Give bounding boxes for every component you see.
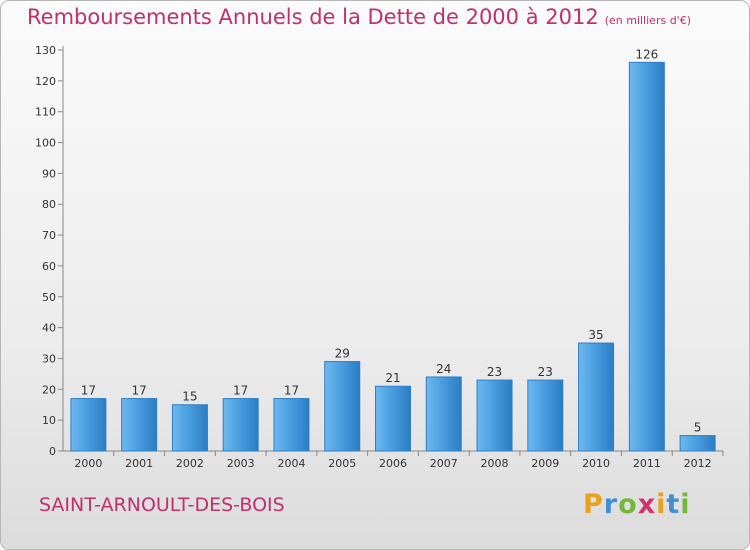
x-tick-label: 2012: [684, 457, 712, 470]
x-tick-label: 2008: [481, 457, 509, 470]
bar: [70, 398, 107, 452]
y-tick-label: 130: [35, 44, 56, 57]
bar: [679, 435, 716, 452]
axes: 0 10 20 30 40 50 60 70 80 90 100 110 120 130 2000 2001 2…: [35, 44, 724, 470]
logo-letter: o: [618, 489, 638, 520]
bar-value-label: 126: [635, 47, 658, 61]
x-tick-label: 2009: [531, 457, 559, 470]
y-tick-label: 60: [42, 260, 56, 273]
chart-title: Remboursements Annuels de la Dette de 20…: [27, 5, 691, 29]
x-tick-label: 2007: [430, 457, 458, 470]
bars: [70, 61, 716, 452]
bar-value-label: 23: [538, 365, 553, 379]
bar-value-label: 17: [233, 384, 248, 398]
proxiti-logo: Proxiti: [583, 489, 691, 520]
x-tick-label: 2002: [176, 457, 204, 470]
bar: [222, 398, 259, 452]
x-tick-label: 2011: [633, 457, 661, 470]
chart-unit: (en milliers d'€): [604, 14, 691, 27]
logo-letter: x: [637, 489, 657, 520]
bar-value-label: 17: [284, 384, 299, 398]
chart-title-text: Remboursements Annuels de la Dette de 20…: [27, 5, 599, 29]
bar-value-label: 21: [385, 371, 400, 385]
bar-value-label: 24: [436, 362, 451, 376]
x-tick-label: 2004: [277, 457, 305, 470]
x-tick-label: 2005: [328, 457, 356, 470]
y-tick-label: 30: [42, 352, 56, 365]
bar: [121, 398, 158, 452]
bar: [324, 361, 361, 452]
bar: [425, 376, 462, 452]
y-tick-label: 90: [42, 167, 56, 180]
y-tick-label: 40: [42, 322, 56, 335]
bar: [578, 342, 615, 452]
logo-letter: i: [680, 489, 691, 520]
bar-value-label: 15: [182, 390, 197, 404]
value-labels: 17 17 15 17 17 29 21 24 23 23 35 126 5: [81, 47, 702, 434]
logo-letter: t: [666, 489, 681, 520]
y-tick-label: 20: [42, 383, 56, 396]
x-tick-label: 2003: [227, 457, 255, 470]
y-tick-label: 0: [49, 445, 56, 458]
y-tick-label: 120: [35, 75, 56, 88]
bar-value-label: 29: [335, 347, 350, 361]
bar-value-label: 17: [132, 384, 147, 398]
x-tick-label: 2001: [125, 457, 153, 470]
x-tick-label: 2010: [582, 457, 610, 470]
x-tick-label: 2006: [379, 457, 407, 470]
y-tick-label: 80: [42, 198, 56, 211]
bar-value-label: 17: [81, 384, 96, 398]
y-tick-label: 100: [35, 137, 56, 150]
y-tick-label: 10: [42, 414, 56, 427]
bar: [527, 379, 564, 452]
bar: [375, 385, 411, 452]
x-tick-label: 2000: [74, 457, 102, 470]
bar: [171, 404, 208, 452]
bar-value-label: 5: [694, 421, 702, 435]
bar: [628, 61, 665, 452]
commune-name: SAINT-ARNOULT-DES-BOIS: [39, 494, 285, 516]
bar: [273, 398, 310, 452]
bar: [476, 379, 513, 452]
bar-value-label: 23: [487, 365, 502, 379]
logo-letter: r: [603, 489, 619, 520]
y-tick-label: 50: [42, 291, 56, 304]
logo-letter: i: [656, 489, 667, 520]
bar-value-label: 35: [588, 328, 603, 342]
y-tick-label: 110: [35, 106, 56, 119]
y-tick-label: 70: [42, 229, 56, 242]
logo-letter: P: [583, 489, 604, 520]
